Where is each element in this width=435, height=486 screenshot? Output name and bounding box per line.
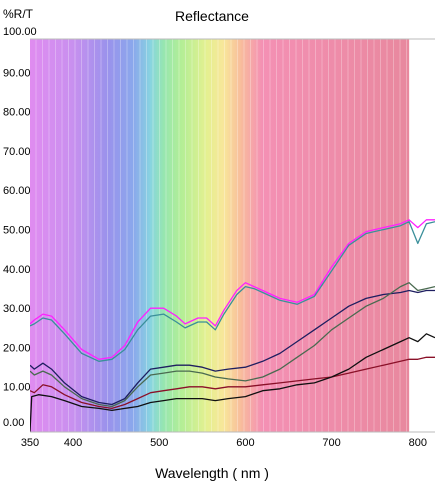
x-tick-label: 600 <box>236 437 254 449</box>
series-group <box>30 219 435 432</box>
y-tick-label: 0.00 <box>3 417 24 429</box>
series-line-4 <box>30 282 435 408</box>
x-tick-label: 350 <box>21 437 39 449</box>
x-axis-label: Wavelength ( nm ) <box>155 465 269 481</box>
series-line-1 <box>30 219 435 360</box>
y-tick-label: 60.00 <box>3 185 31 197</box>
y-tick-label: 40.00 <box>3 264 31 276</box>
chart-title: Reflectance <box>175 8 249 24</box>
x-tick-label: 700 <box>322 437 340 449</box>
series-line-3 <box>30 289 435 406</box>
spectrum-band <box>30 39 410 432</box>
x-tick-label: 800 <box>409 437 427 449</box>
series-line-5 <box>30 356 435 410</box>
y-tick-label: 50.00 <box>3 225 31 237</box>
y-tick-label: 80.00 <box>3 107 31 119</box>
y-tick-label: 10.00 <box>3 382 31 394</box>
spectrum-background <box>30 39 410 432</box>
x-ticks: 350 400 500 600 700 800 <box>21 437 427 449</box>
y-axis-label: %R/T <box>3 7 34 21</box>
y-tick-label: 70.00 <box>3 146 31 158</box>
series-line-6 <box>30 333 435 432</box>
y-tick-label: 30.00 <box>3 303 31 315</box>
y-ticks: 0.00 10.00 20.00 30.00 40.00 50.00 60.00 70.00 8… <box>3 26 37 429</box>
y-tick-label: 90.00 <box>3 67 31 79</box>
y-tick-label: 20.00 <box>3 342 31 354</box>
y-tick-label: 100.00 <box>3 26 37 38</box>
series-line-2 <box>30 221 435 362</box>
x-tick-label: 500 <box>150 437 168 449</box>
x-tick-label: 400 <box>64 437 82 449</box>
